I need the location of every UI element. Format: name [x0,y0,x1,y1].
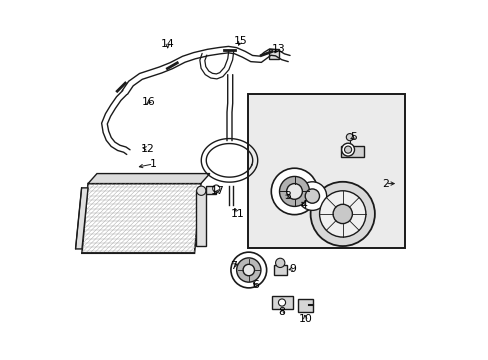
Polygon shape [75,188,88,249]
Circle shape [298,182,326,210]
Circle shape [275,258,285,267]
Text: 14: 14 [161,39,174,49]
Circle shape [243,264,254,276]
Circle shape [278,299,285,306]
Circle shape [305,189,319,203]
Circle shape [286,184,302,199]
Text: 13: 13 [271,44,285,54]
Circle shape [271,168,317,215]
Circle shape [212,185,220,192]
Circle shape [344,146,351,153]
Text: 17: 17 [210,186,224,197]
Text: 9: 9 [289,264,296,274]
Circle shape [341,143,354,156]
Bar [298,299,312,312]
Text: 6: 6 [251,280,258,291]
Text: 1: 1 [150,159,157,169]
Text: 5: 5 [349,132,356,142]
Bar [273,265,286,275]
Text: 15: 15 [234,36,247,46]
Bar [340,146,364,157]
Text: 7: 7 [229,261,236,271]
Circle shape [196,186,205,195]
Circle shape [332,204,352,224]
Text: 11: 11 [230,209,244,219]
Circle shape [319,191,365,237]
Bar [247,94,405,248]
Circle shape [310,182,374,246]
Text: 12: 12 [140,144,154,154]
Text: 8: 8 [278,307,285,317]
Polygon shape [88,174,209,184]
Bar [268,49,278,59]
Text: 16: 16 [142,97,155,107]
Text: 3: 3 [284,191,290,201]
Bar [271,296,292,309]
Polygon shape [82,184,201,253]
Text: 10: 10 [298,314,311,324]
Bar [196,191,206,246]
Bar [205,186,215,194]
Circle shape [346,134,353,141]
Circle shape [230,252,266,288]
Circle shape [279,176,309,206]
Text: 4: 4 [300,200,306,210]
Text: 2: 2 [382,179,388,189]
Circle shape [236,258,261,282]
